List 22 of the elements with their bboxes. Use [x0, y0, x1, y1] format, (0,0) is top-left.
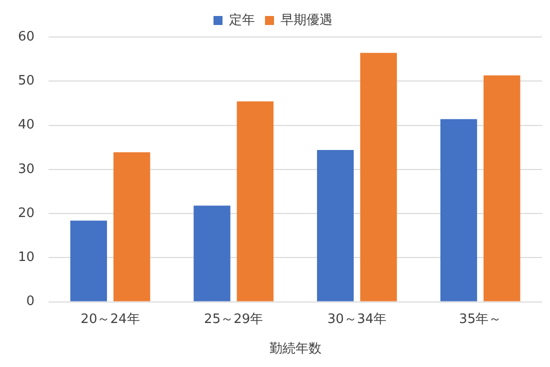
y-tick-label: 10	[18, 250, 35, 266]
bar	[194, 206, 230, 302]
y-tick-label: 50	[18, 74, 35, 89]
bar	[236, 101, 274, 302]
y-tick-label: 0	[26, 294, 35, 310]
x-tick-label: 25～29年	[204, 312, 264, 327]
bar	[440, 119, 478, 302]
x-tick-label: 20～24年	[80, 312, 140, 327]
y-tick-label: 30	[18, 162, 35, 177]
legend-label: 早期優遇	[280, 12, 332, 28]
x-axis-title: 勤続年数	[269, 342, 322, 357]
bar	[70, 220, 107, 302]
x-tick-label: 35年～	[459, 312, 502, 327]
bar	[113, 152, 150, 302]
bar	[360, 52, 397, 302]
y-tick-label: 20	[18, 206, 35, 221]
x-tick-label: 30～34年	[327, 312, 386, 327]
bar	[317, 150, 354, 302]
legend-label: 定年	[229, 12, 255, 28]
y-tick-label: 40	[18, 118, 35, 133]
y-tick-label: 60	[18, 29, 35, 44]
bar	[484, 75, 520, 302]
